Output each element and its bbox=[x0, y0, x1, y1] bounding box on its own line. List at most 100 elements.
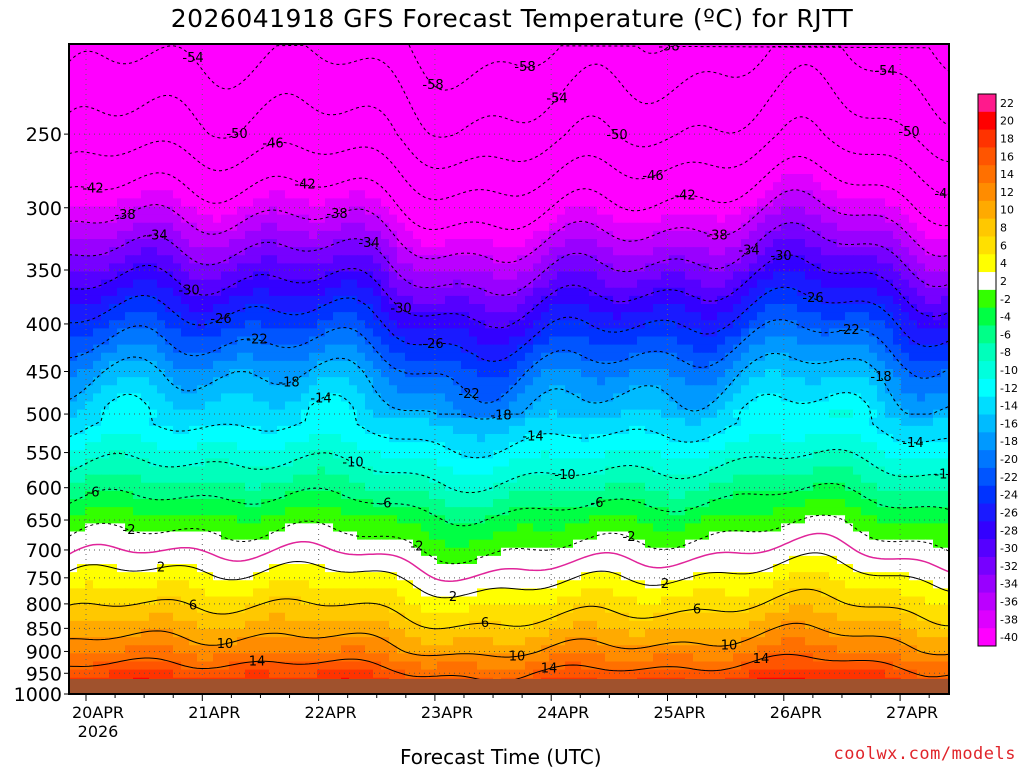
field-cell bbox=[501, 344, 510, 354]
field-cell bbox=[93, 360, 102, 370]
field-cell bbox=[845, 117, 854, 126]
field-cell bbox=[77, 165, 86, 175]
field-cell bbox=[621, 287, 630, 297]
field-cell bbox=[85, 109, 94, 118]
field-cell bbox=[789, 84, 798, 94]
field-cell bbox=[733, 60, 742, 69]
field-cell bbox=[933, 295, 942, 305]
field-cell bbox=[621, 68, 630, 78]
field-cell bbox=[661, 312, 670, 321]
field-cell bbox=[301, 320, 310, 329]
field-cell bbox=[829, 247, 838, 256]
field-cell bbox=[733, 336, 742, 346]
field-cell bbox=[77, 68, 86, 78]
field-cell bbox=[181, 206, 190, 216]
field-cell bbox=[237, 239, 246, 248]
field-cell bbox=[165, 295, 174, 305]
field-cell bbox=[501, 117, 510, 126]
field-cell bbox=[221, 44, 230, 53]
field-cell bbox=[797, 68, 806, 78]
field-cell bbox=[325, 76, 334, 86]
field-cell bbox=[645, 377, 654, 386]
field-cell bbox=[149, 68, 158, 78]
field-cell bbox=[621, 377, 630, 386]
field-cell bbox=[709, 287, 718, 297]
field-cell bbox=[317, 304, 326, 313]
field-cell bbox=[125, 149, 134, 159]
field-cell bbox=[373, 84, 382, 94]
field-cell bbox=[221, 174, 230, 183]
field-cell bbox=[349, 52, 358, 61]
field-cell bbox=[141, 100, 150, 110]
field-cell bbox=[221, 117, 230, 126]
field-cell bbox=[101, 279, 110, 289]
field-cell bbox=[141, 295, 150, 305]
field-cell bbox=[445, 100, 454, 110]
field-cell bbox=[453, 60, 462, 69]
field-cell bbox=[853, 320, 862, 329]
field-cell bbox=[701, 214, 710, 224]
field-cell bbox=[725, 401, 734, 411]
field-cell bbox=[869, 360, 878, 370]
field-cell bbox=[389, 320, 398, 329]
field-cell bbox=[773, 117, 782, 126]
field-cell bbox=[557, 304, 566, 313]
field-cell bbox=[573, 222, 582, 232]
field-cell bbox=[197, 44, 206, 53]
field-cell bbox=[725, 279, 734, 289]
field-cell bbox=[869, 352, 878, 362]
field-cell bbox=[821, 247, 830, 256]
field-cell bbox=[869, 263, 878, 273]
field-cell bbox=[485, 385, 494, 394]
field-cell bbox=[221, 312, 230, 321]
field-cell bbox=[173, 336, 182, 346]
field-cell bbox=[549, 255, 558, 264]
field-cell bbox=[197, 214, 206, 224]
field-cell bbox=[429, 247, 438, 256]
field-cell bbox=[621, 100, 630, 110]
field-cell bbox=[709, 133, 718, 143]
field-cell bbox=[253, 377, 262, 386]
field-cell bbox=[525, 149, 534, 159]
field-cell bbox=[453, 336, 462, 346]
field-cell bbox=[557, 287, 566, 297]
field-cell bbox=[301, 149, 310, 159]
field-cell bbox=[573, 206, 582, 216]
field-cell bbox=[181, 328, 190, 338]
field-cell bbox=[405, 44, 414, 53]
field-cell bbox=[245, 109, 254, 118]
field-cell bbox=[261, 190, 270, 199]
field-cell bbox=[861, 157, 870, 167]
field-cell bbox=[565, 157, 574, 167]
field-cell bbox=[69, 401, 78, 411]
field-cell bbox=[845, 255, 854, 264]
field-cell bbox=[909, 100, 918, 110]
field-cell bbox=[821, 401, 830, 411]
field-cell bbox=[181, 385, 190, 394]
field-cell bbox=[869, 198, 878, 208]
field-cell bbox=[565, 239, 574, 248]
field-cell bbox=[229, 377, 238, 386]
field-cell bbox=[637, 295, 646, 305]
field-cell bbox=[437, 76, 446, 86]
field-cell bbox=[805, 141, 814, 151]
field-cell bbox=[413, 44, 422, 53]
field-cell bbox=[805, 279, 814, 289]
field-cell bbox=[517, 100, 526, 110]
field-cell bbox=[693, 52, 702, 61]
field-cell bbox=[405, 149, 414, 159]
field-cell bbox=[797, 52, 806, 61]
field-cell bbox=[581, 190, 590, 199]
field-cell bbox=[485, 255, 494, 264]
field-cell bbox=[653, 157, 662, 167]
field-cell bbox=[733, 295, 742, 305]
field-cell bbox=[349, 44, 358, 53]
field-cell bbox=[261, 271, 270, 281]
field-cell bbox=[789, 76, 798, 86]
field-cell bbox=[925, 133, 934, 143]
field-cell bbox=[405, 125, 414, 134]
field-cell bbox=[357, 304, 366, 313]
field-cell bbox=[757, 149, 766, 159]
field-cell bbox=[565, 393, 574, 403]
field-cell bbox=[589, 44, 598, 53]
